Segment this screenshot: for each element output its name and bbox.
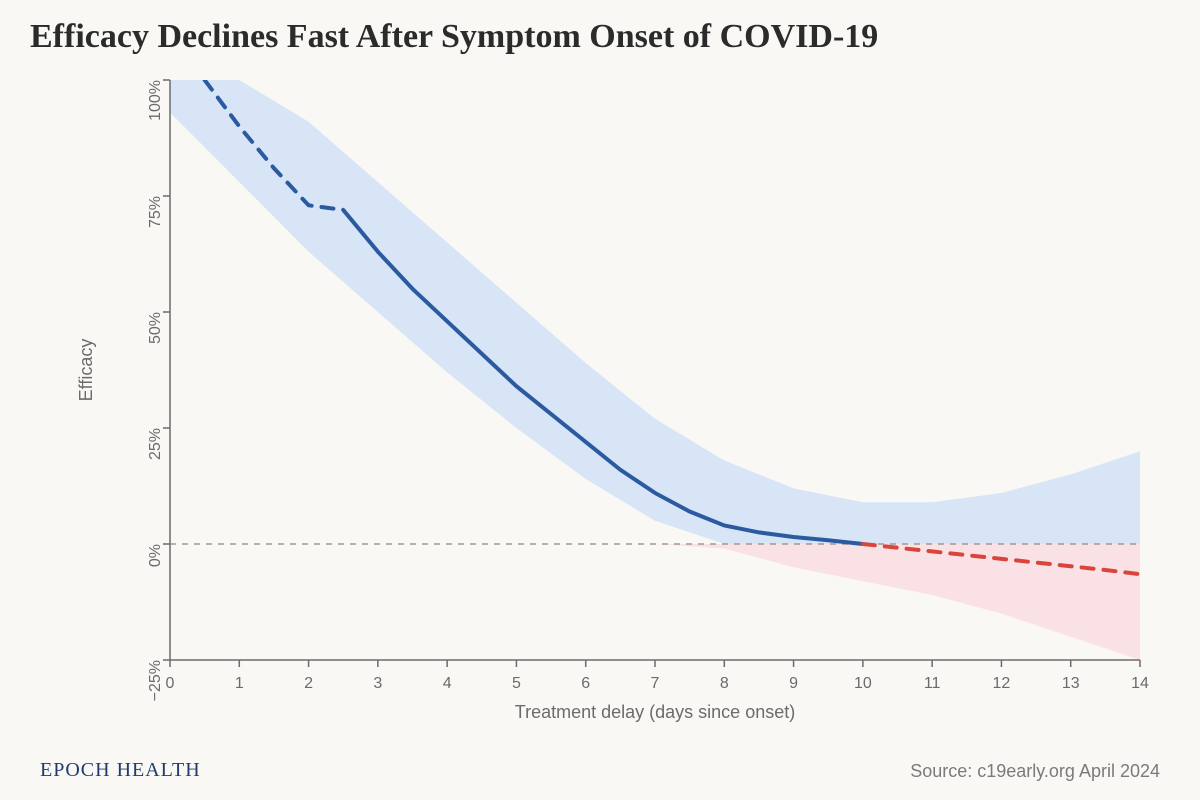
x-tick-label: 7 <box>651 675 660 692</box>
x-tick-label: 6 <box>581 675 590 692</box>
y-tick-label: 75% <box>147 196 164 228</box>
x-tick-label: 11 <box>924 675 941 692</box>
y-tick-label: 100% <box>147 80 164 121</box>
source-label: Source: c19early.org April 2024 <box>910 761 1160 782</box>
confidence-band-positive <box>170 80 1140 544</box>
x-tick-label: 14 <box>1131 675 1149 692</box>
x-axis-label: Treatment delay (days since onset) <box>515 702 795 722</box>
chart-svg: 01234567891011121314−25%0%25%50%75%100%T… <box>60 70 1160 740</box>
y-tick-label: 50% <box>147 312 164 344</box>
y-tick-label: 25% <box>147 428 164 460</box>
x-tick-label: 2 <box>304 675 313 692</box>
x-tick-label: 8 <box>720 675 729 692</box>
x-tick-label: 0 <box>166 675 175 692</box>
chart-container: Efficacy Declines Fast After Symptom Ons… <box>0 0 1200 800</box>
y-axis-label: Efficacy <box>76 339 96 402</box>
x-tick-label: 4 <box>443 675 452 692</box>
x-tick-label: 5 <box>512 675 521 692</box>
x-tick-label: 3 <box>373 675 382 692</box>
y-tick-label: 0% <box>147 544 164 567</box>
x-tick-label: 13 <box>1062 675 1080 692</box>
confidence-band-negative <box>170 544 1140 660</box>
chart-area: 01234567891011121314−25%0%25%50%75%100%T… <box>60 70 1160 740</box>
x-tick-label: 1 <box>235 675 244 692</box>
brand-label: EPOCH HEALTH <box>40 759 201 782</box>
x-tick-label: 9 <box>789 675 798 692</box>
y-tick-label: −25% <box>147 660 164 701</box>
x-tick-label: 10 <box>854 675 872 692</box>
x-tick-label: 12 <box>993 675 1011 692</box>
chart-title: Efficacy Declines Fast After Symptom Ons… <box>30 18 878 56</box>
